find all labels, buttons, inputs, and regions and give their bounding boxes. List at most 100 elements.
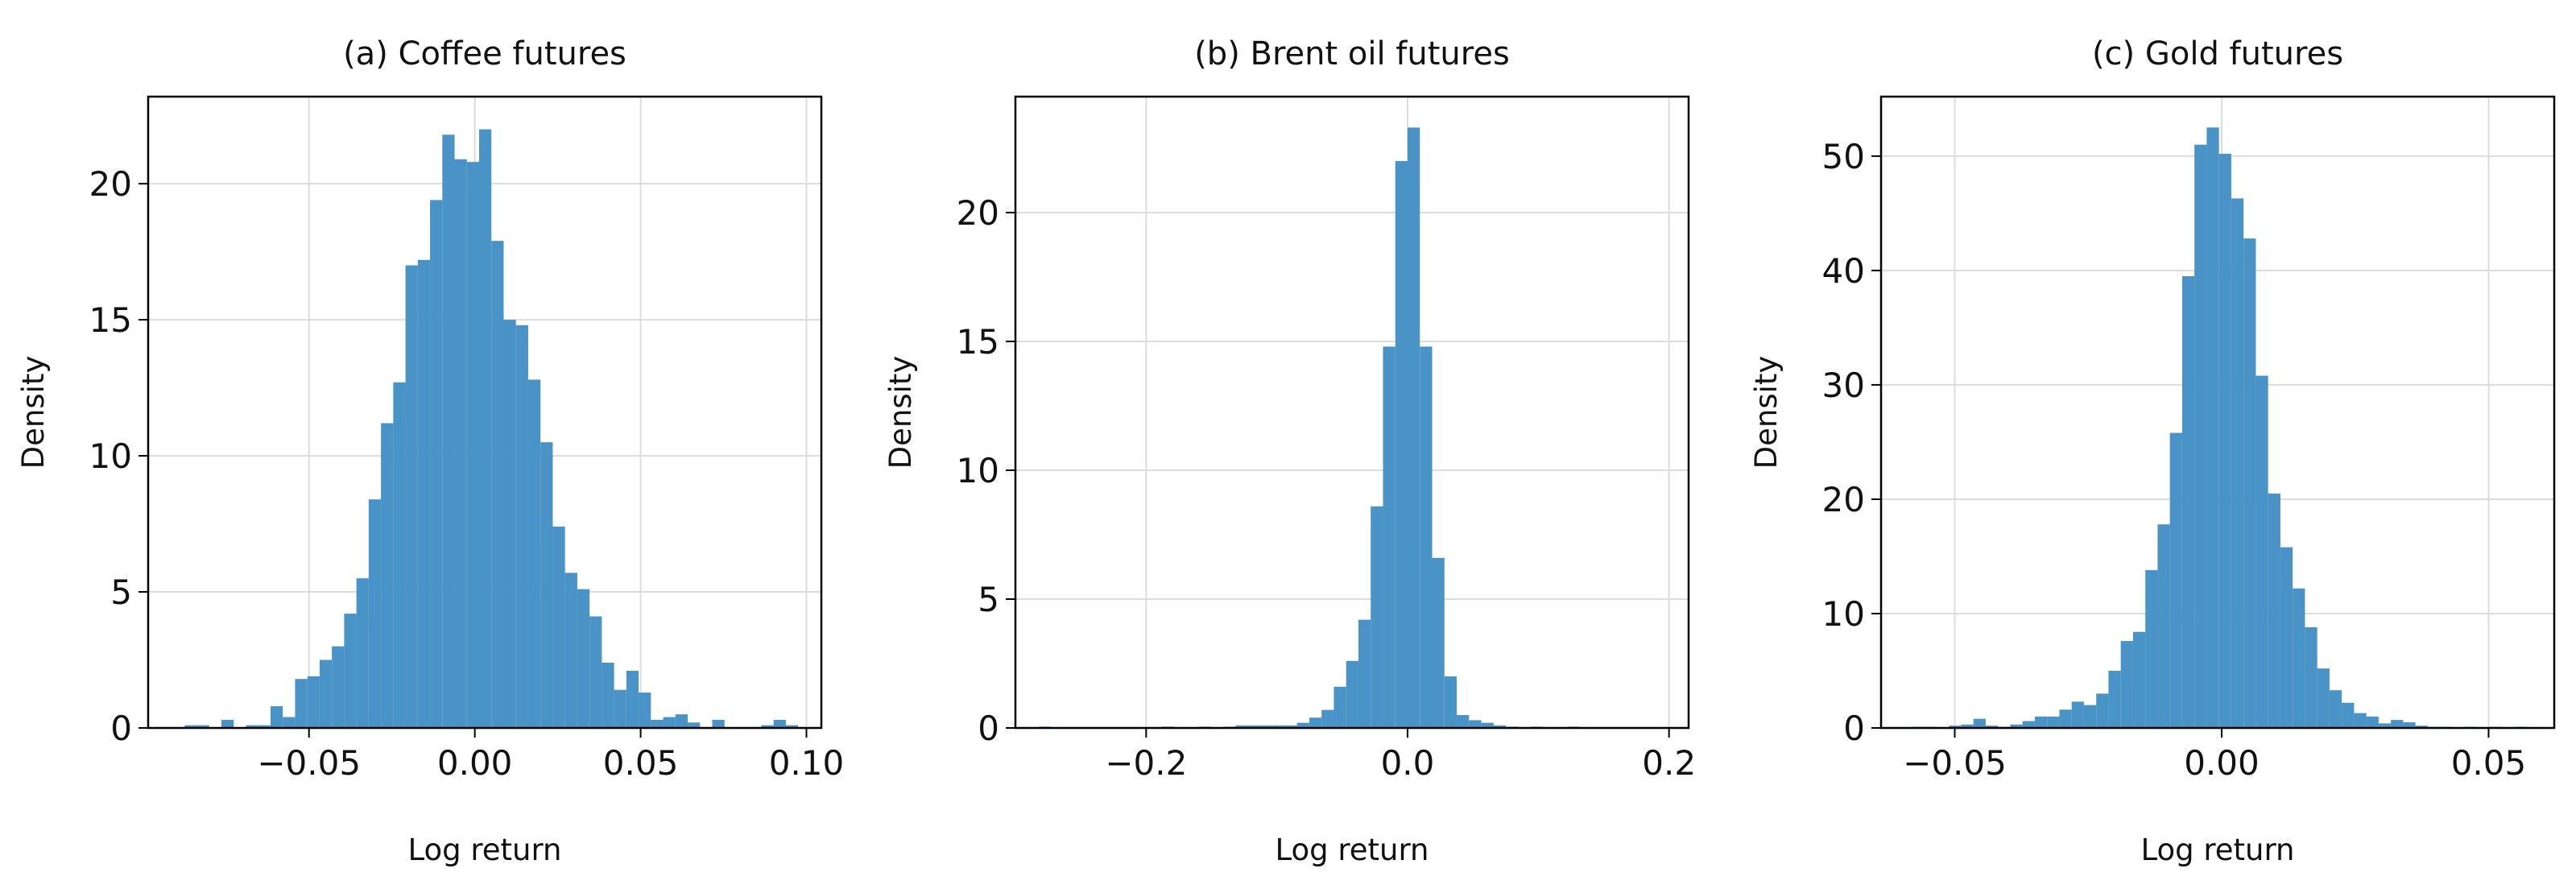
bar bbox=[503, 320, 516, 728]
y-tick-label: 10 bbox=[1822, 594, 1865, 634]
chart-title: (b) Brent oil futures bbox=[1194, 35, 1510, 72]
bar bbox=[2354, 713, 2367, 728]
bar bbox=[295, 679, 308, 728]
bar bbox=[184, 725, 197, 728]
bar bbox=[2378, 723, 2392, 728]
bar bbox=[491, 241, 504, 728]
bar bbox=[2256, 375, 2268, 728]
bar bbox=[663, 717, 676, 728]
bar bbox=[2022, 721, 2035, 728]
x-axis-label: Log return bbox=[2141, 833, 2295, 867]
bar bbox=[2218, 154, 2231, 728]
bar bbox=[2268, 493, 2280, 728]
x-tick-label: 0.00 bbox=[2184, 743, 2260, 783]
bar bbox=[1457, 715, 1470, 728]
bar bbox=[1309, 717, 1322, 728]
bar bbox=[2169, 432, 2182, 728]
bar bbox=[1395, 161, 1408, 728]
bar bbox=[2342, 702, 2355, 728]
x-tick-label: 0.00 bbox=[437, 743, 513, 783]
bar bbox=[454, 159, 467, 729]
x-tick-label: 0.10 bbox=[769, 743, 845, 783]
bar bbox=[1961, 724, 1974, 728]
x-tick-label: 0.2 bbox=[1642, 743, 1696, 783]
bar bbox=[196, 725, 209, 728]
y-tick-label: 15 bbox=[89, 300, 132, 340]
bar bbox=[2145, 570, 2158, 728]
chart-title: (c) Gold futures bbox=[2092, 35, 2343, 72]
bar bbox=[2366, 716, 2379, 728]
bar bbox=[577, 589, 590, 728]
bar bbox=[527, 379, 541, 728]
bar bbox=[515, 325, 528, 728]
bar bbox=[602, 662, 614, 728]
y-tick-label: 0 bbox=[1843, 709, 1865, 748]
bar bbox=[344, 614, 357, 728]
bar bbox=[246, 725, 258, 728]
y-tick-label: 5 bbox=[110, 573, 132, 612]
bar bbox=[639, 693, 651, 728]
bar bbox=[2391, 720, 2404, 728]
bar bbox=[307, 676, 320, 728]
bar bbox=[589, 616, 602, 728]
bar bbox=[283, 717, 296, 728]
bar bbox=[356, 578, 369, 728]
bar bbox=[552, 526, 565, 728]
bar bbox=[1481, 722, 1494, 728]
y-tick-label: 0 bbox=[110, 709, 132, 748]
bar bbox=[1358, 619, 1371, 728]
x-tick-label: 0.05 bbox=[603, 743, 679, 783]
y-tick-label: 50 bbox=[1822, 137, 1865, 176]
bar bbox=[688, 722, 701, 728]
bar bbox=[773, 719, 786, 728]
bar bbox=[2010, 724, 2023, 728]
y-tick-label: 40 bbox=[1822, 251, 1865, 291]
x-axis-label: Log return bbox=[1276, 833, 1429, 867]
bar bbox=[221, 719, 234, 728]
bar bbox=[381, 423, 394, 728]
y-tick-label: 20 bbox=[1822, 480, 1865, 519]
bar bbox=[712, 719, 725, 728]
bar bbox=[1346, 660, 1358, 728]
bar bbox=[2403, 722, 2416, 728]
bar bbox=[2034, 716, 2048, 728]
y-tick-label: 20 bbox=[89, 164, 132, 204]
bar bbox=[651, 719, 664, 728]
y-tick-label: 10 bbox=[89, 436, 132, 476]
bar bbox=[675, 714, 688, 728]
bar bbox=[2231, 198, 2244, 729]
bar bbox=[1296, 722, 1309, 728]
bar bbox=[442, 134, 455, 728]
bar bbox=[1493, 725, 1507, 728]
bar bbox=[2157, 524, 2170, 728]
bar bbox=[1321, 709, 1334, 728]
bar bbox=[1444, 676, 1458, 728]
y-tick-label: 30 bbox=[1822, 366, 1865, 405]
bar bbox=[1272, 725, 1285, 728]
y-axis-label: Density bbox=[883, 356, 918, 469]
axes-frame bbox=[147, 95, 823, 730]
x-tick-label: −0.05 bbox=[257, 743, 361, 783]
bar bbox=[2071, 701, 2084, 728]
bar bbox=[270, 705, 283, 728]
x-axis-label: Log return bbox=[408, 833, 562, 867]
bar bbox=[1247, 725, 1260, 728]
y-tick-label: 0 bbox=[978, 709, 999, 748]
chart-title: (a) Coffee futures bbox=[343, 35, 626, 72]
bar bbox=[1235, 725, 1248, 728]
bar bbox=[2194, 144, 2207, 729]
bar bbox=[368, 499, 382, 728]
bar bbox=[2059, 709, 2072, 728]
bar bbox=[2132, 631, 2146, 728]
bar bbox=[2243, 238, 2256, 728]
bar bbox=[1383, 346, 1396, 728]
bar bbox=[1420, 346, 1433, 728]
bar bbox=[1407, 127, 1420, 728]
y-tick-label: 20 bbox=[957, 193, 999, 233]
bar bbox=[2415, 726, 2428, 728]
axes-frame bbox=[1879, 95, 2556, 730]
bar bbox=[540, 442, 553, 728]
y-tick-label: 10 bbox=[957, 451, 999, 490]
